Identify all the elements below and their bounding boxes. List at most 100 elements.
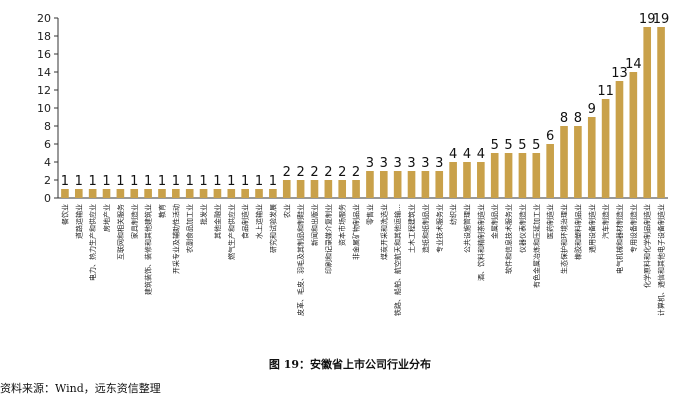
data-label: 1 — [241, 174, 249, 189]
bar — [366, 171, 374, 198]
category-label: 新闻和出版业 — [310, 204, 319, 246]
category-label: 餐饮业 — [60, 204, 69, 225]
category-label: 零售业 — [365, 204, 374, 225]
data-label: 2 — [338, 165, 346, 180]
bar — [657, 27, 665, 198]
bar — [435, 171, 444, 198]
bar — [310, 180, 319, 198]
data-label: 1 — [89, 174, 97, 189]
category-label: 教育 — [157, 204, 166, 218]
data-label: 1 — [130, 174, 138, 189]
category-label: 金属制品业 — [490, 204, 499, 239]
data-label: 4 — [449, 147, 457, 162]
y-tick-label: 16 — [37, 48, 51, 61]
data-label: 4 — [463, 147, 471, 162]
data-label: 13 — [611, 66, 628, 81]
data-label: 3 — [435, 156, 443, 171]
chart-area: 0 2 4 6 8 10 12 14 16 18 20 1 餐饮业 1 道路运输业 1 电力、热力生产和供应业 1… — [37, 12, 670, 316]
bar — [116, 189, 125, 198]
category-label: 土木工程建筑业 — [407, 204, 416, 253]
bar — [102, 189, 111, 198]
data-label: 6 — [546, 129, 554, 144]
bar — [615, 81, 624, 198]
category-label: 农业 — [282, 204, 291, 218]
category-label: 电力、热力生产和供应业 — [88, 204, 97, 281]
y-tick-label: 4 — [44, 156, 51, 169]
bar — [546, 144, 554, 198]
category-label: 道路运输业 — [74, 204, 83, 239]
category-label: 橡胶和塑料制品业 — [573, 204, 582, 260]
bar — [560, 126, 568, 198]
bar — [213, 189, 222, 198]
source-note: 资料来源：Wind，远东资信整理 — [0, 382, 161, 395]
category-label: 房地产业 — [102, 204, 111, 232]
bar — [504, 153, 513, 198]
category-label: 专业技术服务业 — [435, 204, 444, 253]
bar — [587, 117, 596, 198]
category-label: 燃气生产和供应业 — [227, 204, 236, 260]
bar — [463, 162, 471, 198]
data-label: 5 — [518, 138, 526, 153]
data-label: 19 — [653, 12, 670, 27]
data-label: 1 — [102, 174, 110, 189]
y-tick-label: 8 — [44, 120, 51, 133]
data-label: 9 — [588, 102, 596, 117]
category-label: 食品制造业 — [241, 204, 250, 239]
data-label: 5 — [504, 138, 512, 153]
category-label: 有色金属冶炼和压延加工业 — [532, 204, 541, 288]
bar — [393, 171, 402, 198]
bar — [421, 171, 430, 198]
data-label: 1 — [116, 174, 124, 189]
category-label: 酒、饮料和精制茶制造业 — [476, 204, 485, 281]
category-label: 专用设备制造业 — [629, 204, 638, 253]
data-label: 1 — [269, 174, 277, 189]
category-label: 批发业 — [199, 204, 208, 225]
bar — [643, 27, 652, 198]
category-label: 通用设备制造业 — [587, 204, 596, 253]
category-label: 资本市场服务 — [338, 204, 347, 246]
data-label: 5 — [491, 138, 499, 153]
bar — [185, 189, 194, 198]
category-label: 医药制造业 — [546, 204, 555, 239]
data-label: 3 — [366, 156, 374, 171]
data-label: 1 — [186, 174, 194, 189]
data-label: 1 — [158, 174, 166, 189]
bar — [255, 189, 263, 198]
bar — [282, 180, 291, 198]
data-label: 4 — [477, 147, 485, 162]
bar — [158, 189, 166, 198]
bar — [269, 189, 277, 198]
category-label: 汽车制造业 — [601, 204, 610, 239]
bar — [241, 189, 249, 198]
data-label: 3 — [394, 156, 402, 171]
y-tick-label: 14 — [37, 66, 51, 79]
data-label: 2 — [296, 165, 304, 180]
bar — [227, 189, 236, 198]
bar — [352, 180, 360, 198]
data-label: 2 — [352, 165, 360, 180]
bar — [130, 189, 139, 198]
y-tick-label: 12 — [37, 84, 51, 97]
data-label: 3 — [380, 156, 388, 171]
category-label: 电气机械和器材制造业 — [615, 204, 624, 274]
category-label: 软件和信息技术服务业 — [504, 204, 513, 274]
bar-chart: 024681012141618201餐饮业1道路运输业1电力、热力生产和供应业1… — [37, 12, 670, 316]
bar — [199, 189, 208, 198]
bar — [490, 153, 499, 198]
y-tick-label: 0 — [44, 192, 51, 205]
category-label: 仪器仪表制造业 — [518, 204, 527, 253]
bar — [324, 180, 333, 198]
data-label: 1 — [144, 174, 152, 189]
data-label: 2 — [310, 165, 318, 180]
bar — [477, 162, 485, 198]
bar — [74, 189, 83, 198]
data-label: 11 — [597, 84, 614, 99]
category-label: 化学原料和化学制品制造业 — [643, 204, 652, 288]
data-label: 14 — [625, 57, 642, 72]
data-label: 1 — [61, 174, 69, 189]
category-label: 纺织业 — [449, 204, 458, 225]
category-label: 生态保护和环境治理业 — [560, 204, 569, 274]
category-label: 计算机、通信和其他电子设备制造业 — [657, 204, 666, 316]
data-label: 1 — [199, 174, 207, 189]
figure-caption: 图 19：安徽省上市公司行业分布 — [268, 358, 432, 371]
